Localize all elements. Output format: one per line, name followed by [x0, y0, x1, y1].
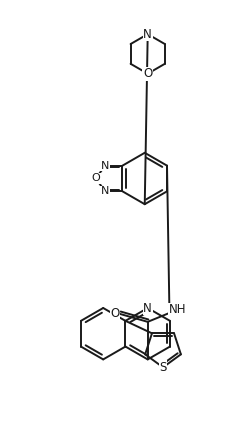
Text: N: N [101, 187, 109, 196]
Text: NH: NH [169, 304, 186, 316]
Text: N: N [143, 28, 152, 41]
Text: S: S [159, 361, 167, 374]
Text: N: N [143, 28, 152, 41]
Text: NH: NH [169, 304, 186, 316]
Text: O: O [143, 67, 152, 80]
Text: O: O [91, 174, 100, 183]
Text: O: O [143, 67, 152, 80]
Text: O: O [110, 308, 120, 320]
Text: S: S [159, 361, 167, 374]
Text: O: O [110, 308, 120, 320]
Text: N: N [143, 301, 152, 315]
Text: N: N [101, 160, 109, 171]
Text: N: N [143, 301, 152, 315]
Text: O: O [91, 174, 100, 183]
Text: N: N [101, 187, 109, 196]
Text: N: N [101, 160, 109, 171]
